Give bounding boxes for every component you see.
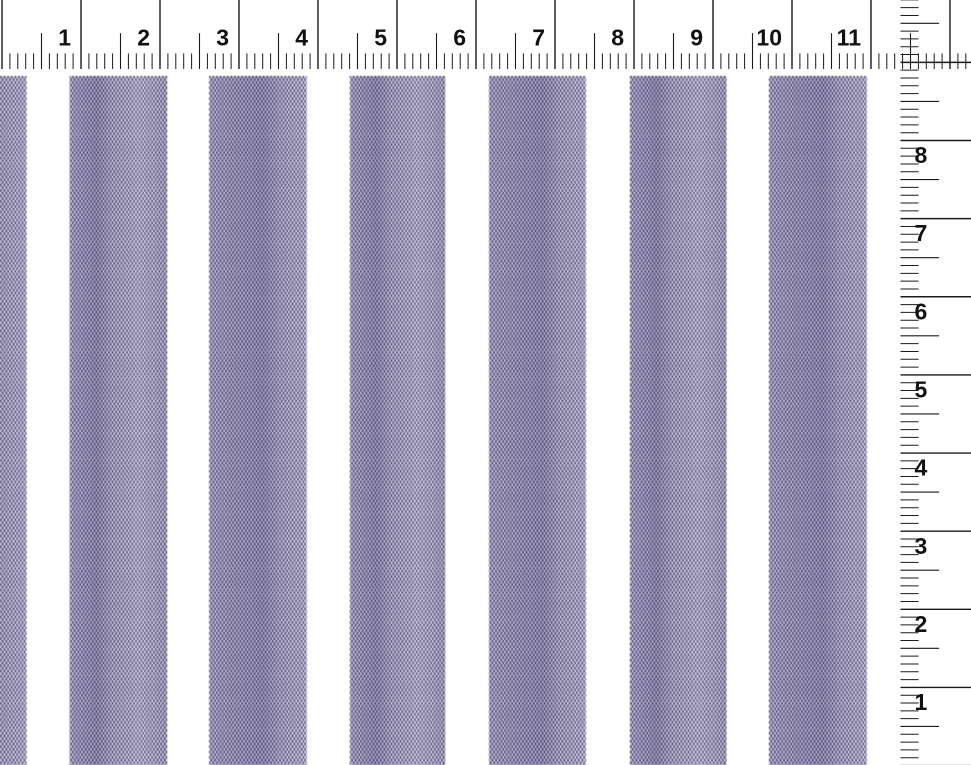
svg-text:6: 6 [915,298,928,324]
svg-text:8: 8 [915,142,928,168]
svg-text:5: 5 [915,376,928,402]
svg-text:4: 4 [915,455,928,481]
svg-text:2: 2 [915,611,928,637]
svg-text:3: 3 [915,533,928,559]
svg-text:1: 1 [915,689,928,715]
svg-text:7: 7 [915,220,928,246]
